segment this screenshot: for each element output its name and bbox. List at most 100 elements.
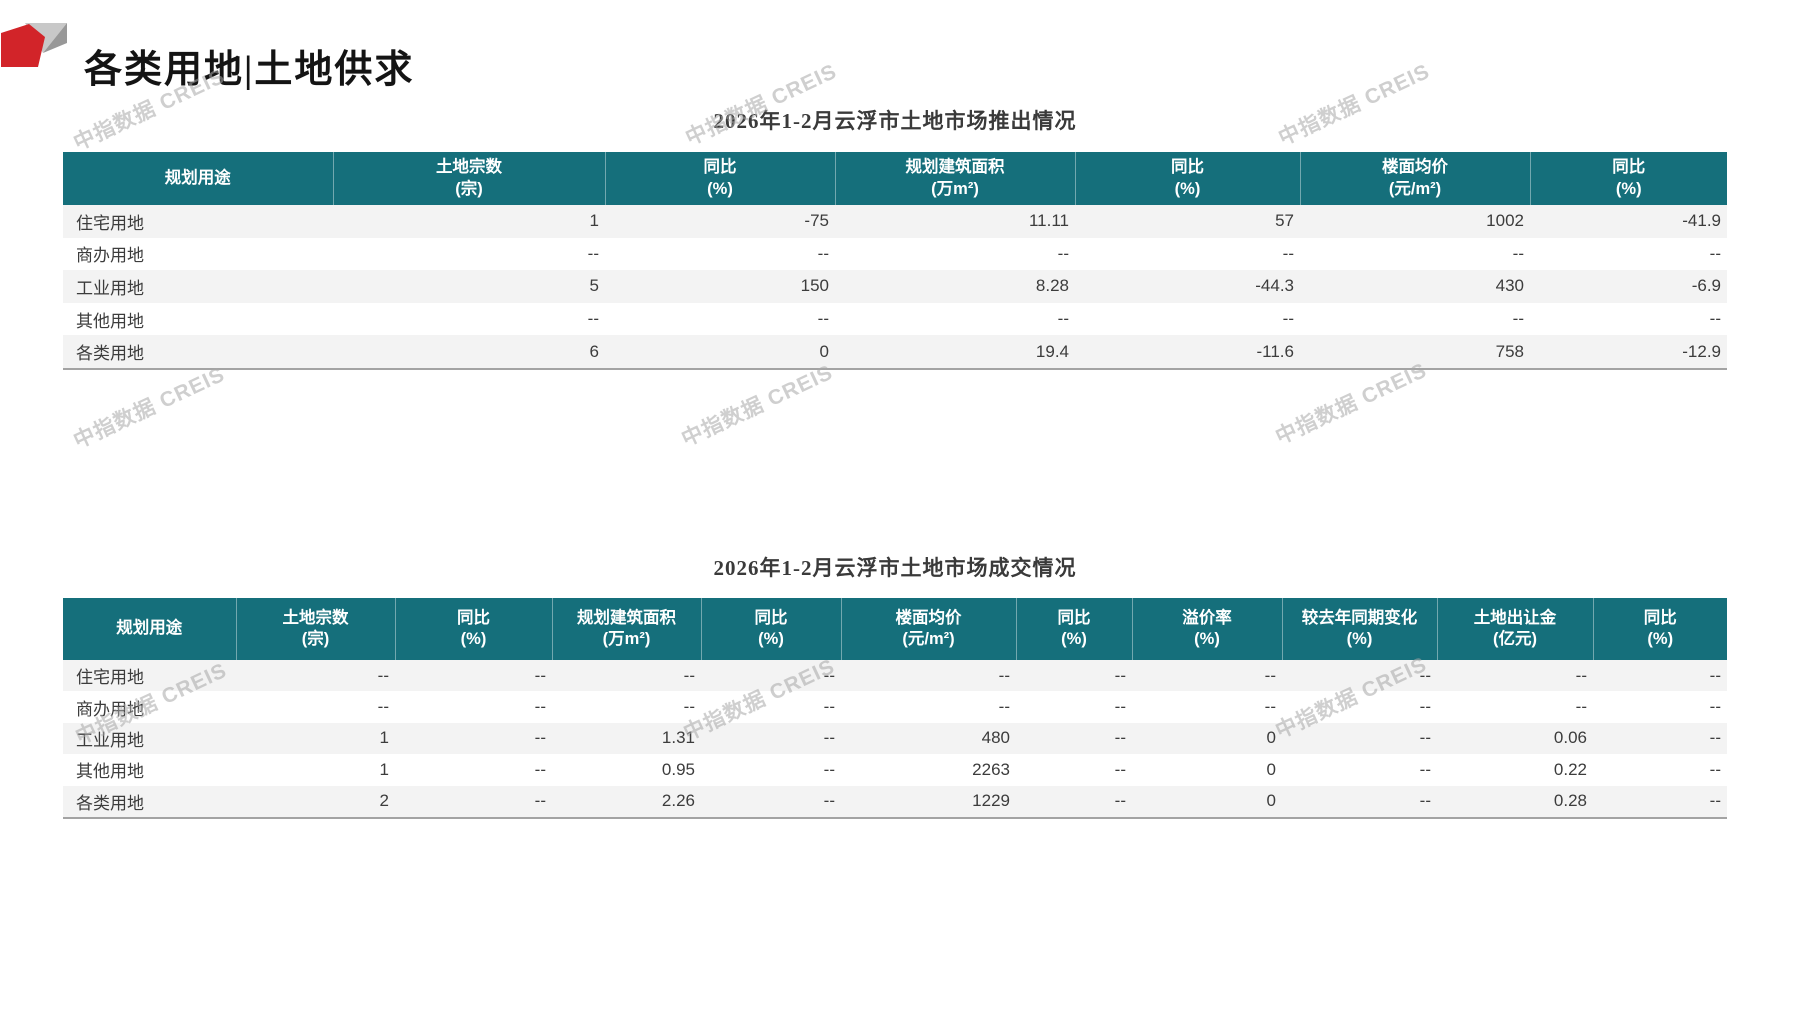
cell: 1 [589, 211, 599, 231]
column-header: 规划用途 [63, 598, 236, 660]
row-label: 其他用地 [76, 762, 144, 782]
row-label: 各类用地 [63, 785, 236, 819]
cell: -- [1575, 665, 1587, 685]
cell: -- [534, 759, 546, 779]
column-header: 楼面均价 (元/m²) [1299, 152, 1530, 205]
cell: 2.26 [552, 785, 701, 819]
cell: -- [683, 665, 695, 685]
header-row: 规划用途 土地宗数 (宗) 同比 (%) 规划建筑面积 (万m²) 同比 (%) 楼面均价 (元/m… [63, 598, 1727, 660]
cell: -12.9 [1530, 335, 1727, 370]
cell: -- [1419, 697, 1431, 717]
cell: -- [683, 697, 695, 717]
cell: -- [395, 785, 552, 819]
cell: -- [534, 728, 546, 748]
cell: 1 [379, 759, 389, 779]
cell: 430 [1495, 276, 1524, 296]
cell: -- [1709, 728, 1721, 748]
column-header: 同比 (%) [1529, 152, 1727, 205]
cell: -- [1512, 243, 1524, 263]
cell: -- [1593, 785, 1727, 819]
cell: -- [1114, 665, 1126, 685]
row-label: 住宅用地 [76, 213, 144, 233]
column-header: 土地出让金 (亿元) [1436, 598, 1593, 660]
cell: 0 [1266, 759, 1276, 779]
cell: -- [534, 697, 546, 717]
cell: -75 [804, 211, 829, 231]
cell: 758 [1300, 335, 1530, 370]
transaction-table-header: 规划用途 土地宗数 (宗) 同比 (%) 规划建筑面积 (万m²) 同比 (%) 楼面均价 (元/m… [63, 598, 1727, 660]
cell: -- [1709, 759, 1721, 779]
cell: -- [587, 309, 599, 329]
cell: -- [1057, 243, 1069, 263]
row-label: 商办用地 [76, 699, 144, 719]
cell: -- [823, 697, 835, 717]
supply-table: 规划用途 土地宗数 (宗) 同比 (%) 规划建筑面积 (万m²) 同比 (%) 楼面均价 (元/m… [63, 152, 1727, 370]
column-header: 同比 (%) [1074, 152, 1300, 205]
cell: -- [1282, 309, 1294, 329]
cell: -- [377, 697, 389, 717]
cell: -- [1419, 759, 1431, 779]
cell: 19.4 [835, 335, 1075, 370]
table-row: 工业用地 5 150 8.28 -44.3 430 -6.9 [63, 270, 1727, 303]
cell: -- [701, 785, 841, 819]
cell: 2263 [972, 759, 1010, 779]
cell: -- [823, 665, 835, 685]
cell: -- [1264, 697, 1276, 717]
cell: -- [587, 243, 599, 263]
cell: 0 [1266, 728, 1276, 748]
cell: 8.28 [1035, 276, 1069, 296]
column-header: 同比 (%) [394, 598, 552, 660]
row-label: 各类用地 [63, 335, 333, 370]
cell: -6.9 [1691, 276, 1721, 296]
cell: 11.11 [1028, 211, 1069, 231]
column-header: 楼面均价 (元/m²) [840, 598, 1016, 660]
column-header: 较去年同期变化 (%) [1281, 598, 1437, 660]
cell: 1.31 [661, 728, 695, 748]
table-row: 商办用地 -- -- -- -- -- -- [63, 237, 1727, 271]
column-header: 同比 (%) [1592, 598, 1727, 660]
cell: -- [1512, 309, 1524, 329]
cell: -- [1282, 785, 1437, 819]
cell: -11.6 [1075, 335, 1300, 370]
column-header: 规划建筑面积 (万m²) [551, 598, 701, 660]
cell: -41.9 [1682, 211, 1721, 231]
column-header: 土地宗数 (宗) [235, 598, 395, 660]
cell: -- [1057, 309, 1069, 329]
cell: 0.28 [1437, 785, 1593, 819]
table-row: 其他用地 1 -- 0.95 -- 2263 -- 0 -- 0.22 -- [63, 754, 1727, 786]
cell: 0 [605, 335, 835, 370]
cell: -- [817, 243, 829, 263]
supply-table-header: 规划用途 土地宗数 (宗) 同比 (%) 规划建筑面积 (万m²) 同比 (%) 楼面均价 (元/m… [63, 152, 1727, 205]
supply-table-title: 2026年1-2月云浮市土地市场推出情况 [713, 109, 1077, 133]
transaction-table-title: 2026年1-2月云浮市土地市场成交情况 [713, 556, 1077, 580]
row-label: 商办用地 [76, 246, 144, 266]
table-row: 各类用地 2 -- 2.26 -- 1229 -- 0 -- 0.28 -- [63, 785, 1727, 819]
cell: -- [1419, 728, 1431, 748]
cell: 6 [333, 335, 605, 370]
cell: -- [1419, 665, 1431, 685]
table-row: 住宅用地 1 -75 11.11 57 1002 -41.9 [63, 205, 1727, 238]
cell: 57 [1275, 211, 1294, 231]
creis-logo-icon [1, 23, 67, 67]
column-header: 同比 (%) [700, 598, 841, 660]
transaction-table-body: 住宅用地 -- -- -- -- -- -- -- -- -- -- 商办用地 -- -- -- -- -- --… [63, 660, 1727, 819]
row-label: 住宅用地 [76, 668, 144, 688]
header-row: 规划用途 土地宗数 (宗) 同比 (%) 规划建筑面积 (万m²) 同比 (%) 楼面均价 (元/m… [63, 152, 1727, 205]
table-row: 住宅用地 -- -- -- -- -- -- -- -- -- -- [63, 660, 1727, 692]
cell: -- [1114, 728, 1126, 748]
cell: -- [534, 665, 546, 685]
cell: 1002 [1486, 211, 1524, 231]
column-header: 同比 (%) [604, 152, 835, 205]
cell: -- [1575, 697, 1587, 717]
cell: -- [1282, 243, 1294, 263]
cell: 0.22 [1553, 759, 1587, 779]
row-label: 其他用地 [76, 311, 144, 331]
cell: 0 [1132, 785, 1282, 819]
cell: -- [998, 697, 1010, 717]
table-row: 各类用地 6 0 19.4 -11.6 758 -12.9 [63, 335, 1727, 370]
cell: -- [817, 309, 829, 329]
column-header: 规划用途 [63, 152, 333, 205]
cell: -- [998, 665, 1010, 685]
cell: 480 [981, 728, 1010, 748]
supply-table-body: 住宅用地 1 -75 11.11 57 1002 -41.9 商办用地 -- -- -- -- -- --… [63, 205, 1727, 370]
